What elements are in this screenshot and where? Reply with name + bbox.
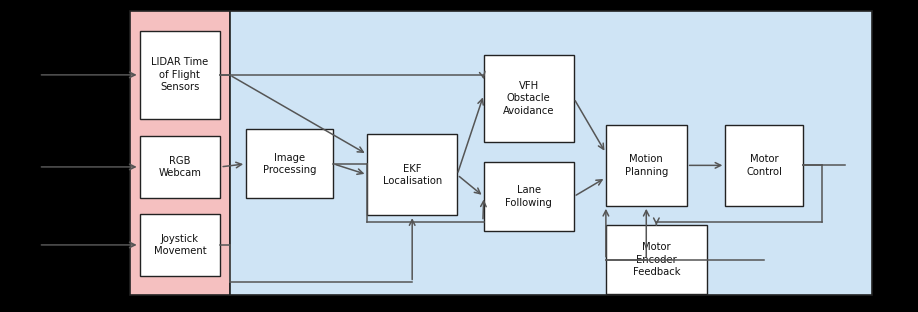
FancyArrowPatch shape xyxy=(576,101,604,149)
Bar xyxy=(367,134,457,215)
FancyArrowPatch shape xyxy=(41,164,135,170)
Text: Motor
Encoder
Feedback: Motor Encoder Feedback xyxy=(633,242,680,277)
FancyArrowPatch shape xyxy=(654,218,659,225)
Text: Motor
Control: Motor Control xyxy=(746,154,782,177)
Bar xyxy=(140,31,220,119)
Bar xyxy=(230,11,872,295)
FancyArrowPatch shape xyxy=(336,165,363,174)
Bar xyxy=(130,11,230,295)
FancyArrowPatch shape xyxy=(479,71,485,78)
Text: EKF
Localisation: EKF Localisation xyxy=(383,163,442,186)
Bar xyxy=(606,225,707,294)
FancyArrowPatch shape xyxy=(481,201,487,219)
FancyArrowPatch shape xyxy=(459,177,480,194)
Bar xyxy=(484,55,574,142)
FancyArrowPatch shape xyxy=(689,163,721,168)
FancyArrowPatch shape xyxy=(232,76,364,152)
FancyArrowPatch shape xyxy=(577,180,602,195)
Bar xyxy=(606,125,687,206)
Bar xyxy=(246,129,333,198)
Text: Lane
Following: Lane Following xyxy=(505,185,553,208)
Bar xyxy=(484,162,574,231)
Text: RGB
Webcam: RGB Webcam xyxy=(159,156,201,178)
Text: LIDAR Time
of Flight
Sensors: LIDAR Time of Flight Sensors xyxy=(151,57,208,92)
Bar xyxy=(140,136,220,198)
FancyArrowPatch shape xyxy=(409,220,415,280)
Text: VFH
Obstacle
Avoidance: VFH Obstacle Avoidance xyxy=(503,81,554,116)
Text: Motion
Planning: Motion Planning xyxy=(624,154,668,177)
Bar xyxy=(725,125,803,206)
FancyArrowPatch shape xyxy=(223,162,241,168)
FancyArrowPatch shape xyxy=(603,210,609,257)
Text: Image
Processing: Image Processing xyxy=(263,153,317,175)
FancyArrowPatch shape xyxy=(41,242,135,248)
FancyArrowPatch shape xyxy=(41,72,135,78)
Bar xyxy=(140,214,220,276)
FancyArrowPatch shape xyxy=(644,210,649,257)
Text: Joystick
Movement: Joystick Movement xyxy=(153,234,207,256)
FancyArrowPatch shape xyxy=(458,99,483,172)
